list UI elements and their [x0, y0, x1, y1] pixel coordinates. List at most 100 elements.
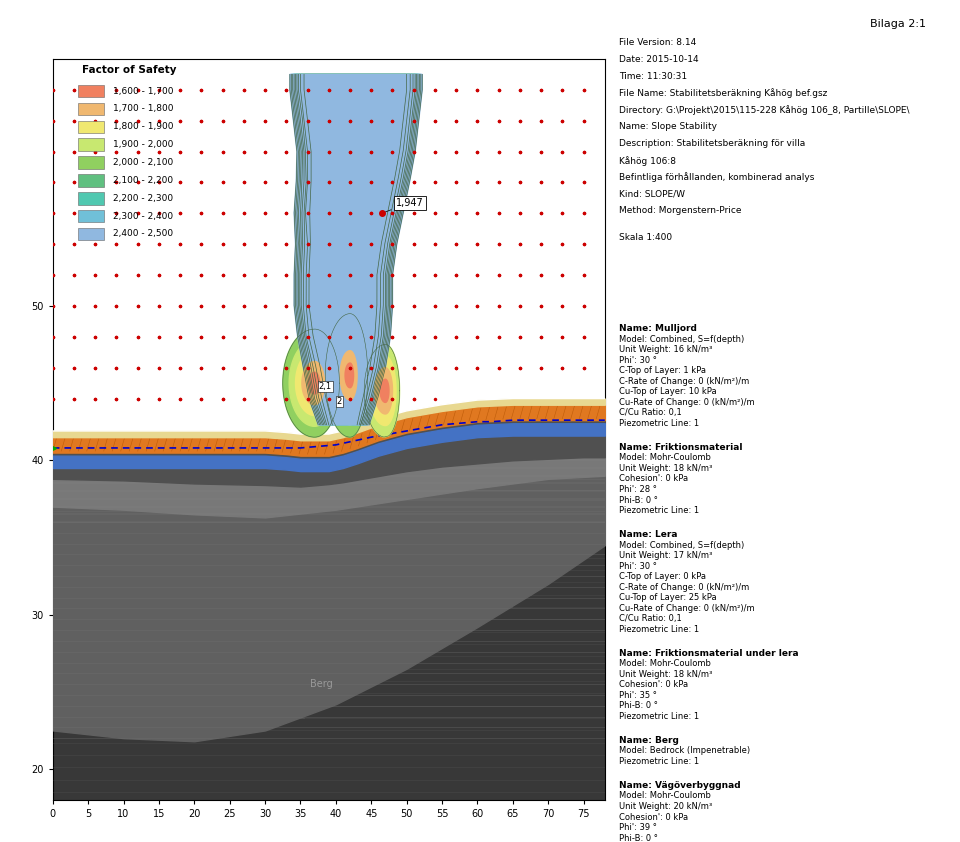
Text: Model: Mohr-Coulomb: Model: Mohr-Coulomb	[619, 453, 711, 462]
Text: Cohesion': 0 kPa: Cohesion': 0 kPa	[619, 813, 688, 822]
Text: Unit Weight: 20 kN/m³: Unit Weight: 20 kN/m³	[619, 802, 712, 811]
Text: 2: 2	[337, 397, 342, 406]
Text: Name: Vägöverbyggnad: Name: Vägöverbyggnad	[619, 781, 741, 790]
Polygon shape	[364, 344, 399, 437]
Text: Cu-Rate of Change: 0 (kN/m²)/m: Cu-Rate of Change: 0 (kN/m²)/m	[619, 604, 755, 613]
Text: Piezometric Line: 1: Piezometric Line: 1	[619, 711, 699, 721]
Polygon shape	[283, 329, 340, 437]
Text: Name: Mulljord: Name: Mulljord	[619, 324, 697, 333]
Bar	[78, 210, 104, 222]
Bar	[78, 192, 104, 205]
Text: Model: Mohr-Coulomb: Model: Mohr-Coulomb	[619, 659, 711, 669]
Polygon shape	[335, 338, 361, 413]
Polygon shape	[330, 326, 364, 424]
Text: Piezometric Line: 1: Piezometric Line: 1	[619, 625, 699, 634]
Polygon shape	[300, 74, 410, 424]
Text: Factor of Safety: Factor of Safety	[82, 65, 177, 75]
Text: 1,900 - 2,000: 1,900 - 2,000	[113, 140, 173, 149]
Text: 2,100 - 2,200: 2,100 - 2,200	[113, 176, 173, 185]
Text: Cu-Top of Layer: 25 kPa: Cu-Top of Layer: 25 kPa	[619, 593, 717, 602]
Text: 2,000 - 2,100: 2,000 - 2,100	[113, 158, 173, 167]
Polygon shape	[345, 363, 353, 387]
Text: Piezometric Line: 1: Piezometric Line: 1	[619, 506, 699, 515]
Text: Phi': 28 °: Phi': 28 °	[619, 485, 657, 494]
Text: 1,600 - 1,700: 1,600 - 1,700	[113, 87, 174, 96]
Polygon shape	[325, 314, 368, 437]
Polygon shape	[289, 340, 334, 426]
Bar	[78, 103, 104, 115]
Polygon shape	[370, 356, 396, 425]
Text: 2,400 - 2,500: 2,400 - 2,500	[113, 230, 173, 238]
Text: Name: Friktionsmaterial under lera: Name: Friktionsmaterial under lera	[619, 648, 799, 658]
Text: Phi': 30 °: Phi': 30 °	[619, 562, 657, 571]
Bar	[78, 138, 104, 151]
Text: Phi': 35 °: Phi': 35 °	[619, 690, 657, 700]
Text: Cu-Top of Layer: 10 kPa: Cu-Top of Layer: 10 kPa	[619, 387, 717, 397]
Text: Unit Weight: 16 kN/m³: Unit Weight: 16 kN/m³	[619, 345, 712, 354]
Text: C/Cu Ratio: 0,1: C/Cu Ratio: 0,1	[619, 614, 682, 623]
Polygon shape	[340, 351, 357, 400]
Bar	[78, 120, 104, 133]
Text: Name: Berg: Name: Berg	[619, 736, 679, 745]
Text: 2,200 - 2,300: 2,200 - 2,300	[113, 194, 173, 203]
Text: C-Top of Layer: 0 kPa: C-Top of Layer: 0 kPa	[619, 572, 707, 581]
Text: Cohesion': 0 kPa: Cohesion': 0 kPa	[619, 474, 688, 483]
Polygon shape	[290, 74, 422, 424]
Polygon shape	[293, 74, 420, 424]
Polygon shape	[299, 74, 413, 424]
Text: Kåhög 106:8: Kåhög 106:8	[619, 156, 676, 166]
Text: 1,800 - 1,900: 1,800 - 1,900	[113, 122, 174, 131]
Text: Phi-B: 0 °: Phi-B: 0 °	[619, 834, 658, 842]
Text: Model: Combined, S=f(depth): Model: Combined, S=f(depth)	[619, 541, 744, 550]
Text: Description: Stabilitetsberäkning för villa: Description: Stabilitetsberäkning för vi…	[619, 139, 805, 148]
Text: Model: Bedrock (Impenetrable): Model: Bedrock (Impenetrable)	[619, 746, 751, 755]
Polygon shape	[294, 74, 418, 424]
Text: Phi-B: 0 °: Phi-B: 0 °	[619, 701, 658, 711]
Polygon shape	[296, 351, 329, 415]
Text: File Version: 8.14: File Version: 8.14	[619, 38, 696, 47]
Polygon shape	[291, 74, 420, 424]
Text: Cu-Rate of Change: 0 (kN/m²)/m: Cu-Rate of Change: 0 (kN/m²)/m	[619, 397, 755, 407]
Text: Kind: SLOPE/W: Kind: SLOPE/W	[619, 189, 685, 199]
Text: Method: Morgenstern-Price: Method: Morgenstern-Price	[619, 206, 742, 216]
Text: Unit Weight: 18 kN/m³: Unit Weight: 18 kN/m³	[619, 669, 712, 679]
Text: Name: Friktionsmaterial: Name: Friktionsmaterial	[619, 443, 743, 452]
Text: Skala 1:400: Skala 1:400	[619, 233, 672, 242]
Text: Phi-B: 0 °: Phi-B: 0 °	[619, 495, 658, 504]
Text: Piezometric Line: 1: Piezometric Line: 1	[619, 418, 699, 428]
Text: Befintliga förhållanden, kombinerad analys: Befintliga förhållanden, kombinerad anal…	[619, 173, 815, 183]
Text: 1,700 - 1,800: 1,700 - 1,800	[113, 104, 174, 114]
Text: 2,300 - 2,400: 2,300 - 2,400	[113, 211, 173, 221]
Text: C/Cu Ratio: 0,1: C/Cu Ratio: 0,1	[619, 408, 682, 418]
Polygon shape	[374, 368, 393, 414]
Text: Phi': 39 °: Phi': 39 °	[619, 823, 657, 832]
Text: C-Rate of Change: 0 (kN/m²)/m: C-Rate of Change: 0 (kN/m²)/m	[619, 376, 750, 386]
Polygon shape	[308, 372, 320, 394]
Text: Unit Weight: 18 kN/m³: Unit Weight: 18 kN/m³	[619, 464, 712, 473]
Text: Time: 11:30:31: Time: 11:30:31	[619, 72, 687, 81]
Text: Model: Combined, S=f(depth): Model: Combined, S=f(depth)	[619, 334, 744, 344]
Bar	[78, 85, 104, 98]
Polygon shape	[297, 74, 415, 424]
Text: C-Top of Layer: 1 kPa: C-Top of Layer: 1 kPa	[619, 366, 707, 376]
Text: Cohesion': 0 kPa: Cohesion': 0 kPa	[619, 680, 688, 690]
Text: 2,1: 2,1	[319, 381, 332, 391]
Text: Name: Slope Stability: Name: Slope Stability	[619, 122, 717, 131]
Text: Name: Lera: Name: Lera	[619, 530, 678, 539]
Polygon shape	[380, 379, 389, 402]
Polygon shape	[301, 361, 324, 405]
Text: Model: Mohr-Coulomb: Model: Mohr-Coulomb	[619, 791, 711, 801]
Text: 1,947: 1,947	[384, 198, 423, 212]
Text: Phi': 30 °: Phi': 30 °	[619, 355, 657, 365]
Polygon shape	[296, 74, 417, 424]
Bar	[78, 157, 104, 168]
Text: C-Rate of Change: 0 (kN/m²)/m: C-Rate of Change: 0 (kN/m²)/m	[619, 583, 750, 592]
Bar	[78, 227, 104, 240]
Text: Directory: G:\Projekt\2015\115-228 Kåhög 106_8, Partille\SLOPE\: Directory: G:\Projekt\2015\115-228 Kåhög…	[619, 105, 910, 115]
Text: Date: 2015-10-14: Date: 2015-10-14	[619, 55, 699, 64]
Text: Unit Weight: 17 kN/m³: Unit Weight: 17 kN/m³	[619, 551, 712, 560]
Polygon shape	[304, 74, 407, 424]
Bar	[78, 174, 104, 187]
Text: Berg: Berg	[310, 679, 333, 689]
Text: Bilaga 2:1: Bilaga 2:1	[871, 19, 926, 29]
